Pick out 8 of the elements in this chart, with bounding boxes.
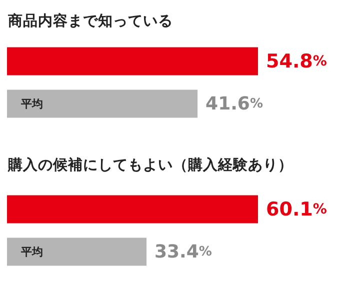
y-tick-label: 平均 <box>20 97 43 110</box>
data-label: 60.1% <box>266 198 327 220</box>
chart-title: 購入の候補にしてもよい（購入経験あり） <box>7 156 293 174</box>
y-tick-label: 平均 <box>20 245 43 258</box>
data-label: 54.8% <box>266 50 327 72</box>
data-label: 33.4% <box>154 241 212 262</box>
chart-title: 商品内容まで知っている <box>7 12 173 30</box>
data-label: 41.6% <box>206 93 263 114</box>
